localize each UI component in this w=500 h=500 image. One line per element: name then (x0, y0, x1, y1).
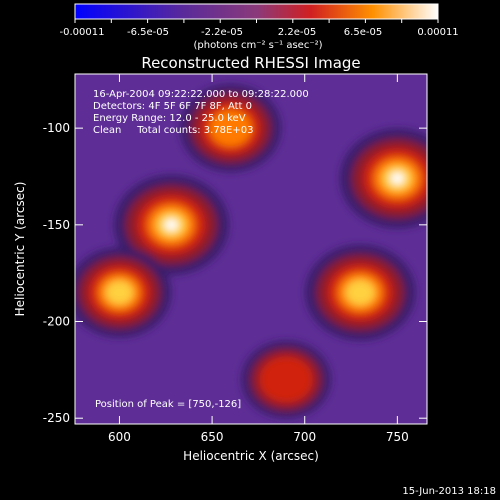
x-tick-label: 600 (108, 430, 131, 444)
chart-title: Reconstructed RHESSI Image (141, 54, 360, 72)
colorbar-unit-label: (photons cm⁻² s⁻¹ asec⁻²) (193, 40, 322, 51)
source-blob (390, 172, 405, 185)
y-tick-label: -200 (43, 315, 70, 329)
y-tick-label: -150 (43, 218, 70, 232)
colorbar-tick-2: -2.2e-05 (201, 27, 243, 38)
annotation-detectors: Detectors: 4F 5F 6F 7F 8F, Att 0 (93, 101, 252, 112)
x-tick-label: 650 (201, 430, 224, 444)
y-tick-label: -100 (43, 121, 70, 135)
source-blob (105, 280, 134, 305)
colorbar-tick-5: 0.00011 (417, 27, 458, 38)
annotation-energy-range: Energy Range: 12.0 - 25.0 keV (93, 113, 246, 124)
peak-position-label: Position of Peak = [750,-126] (95, 399, 241, 410)
source-blob (164, 218, 179, 231)
annotation-total-counts: Clean Total counts: 3.78E+03 (93, 125, 253, 136)
y-axis-label: Heliocentric Y (arcsec) (13, 182, 27, 317)
colorbar-tick-4: 6.5e-05 (344, 27, 382, 38)
source-blob (209, 109, 252, 147)
x-tick-label: 750 (386, 430, 409, 444)
footer-date: 15-Jun-2013 18:18 (402, 486, 496, 497)
annotation-time-range: 16-Apr-2004 09:22:22.000 to 09:28:22.000 (93, 89, 309, 100)
colorbar (74, 3, 439, 20)
colorbar-tick-0: -0.00011 (60, 27, 105, 38)
x-tick-label: 700 (293, 430, 316, 444)
source-blob (259, 356, 314, 403)
colorbar-tick-3: 2.2e-05 (278, 27, 316, 38)
axis-ticks: 600 650 700 750 -100 -150 -200 -250 (43, 74, 427, 444)
colorbar-ticks (74, 19, 439, 23)
y-tick-label: -250 (43, 411, 70, 425)
x-axis-label: Heliocentric X (arcsec) (183, 449, 319, 463)
image-blobs (75, 84, 427, 419)
colorbar-tick-1: -6.5e-05 (127, 27, 169, 38)
plot-frame (74, 73, 428, 425)
source-blob (345, 279, 376, 306)
